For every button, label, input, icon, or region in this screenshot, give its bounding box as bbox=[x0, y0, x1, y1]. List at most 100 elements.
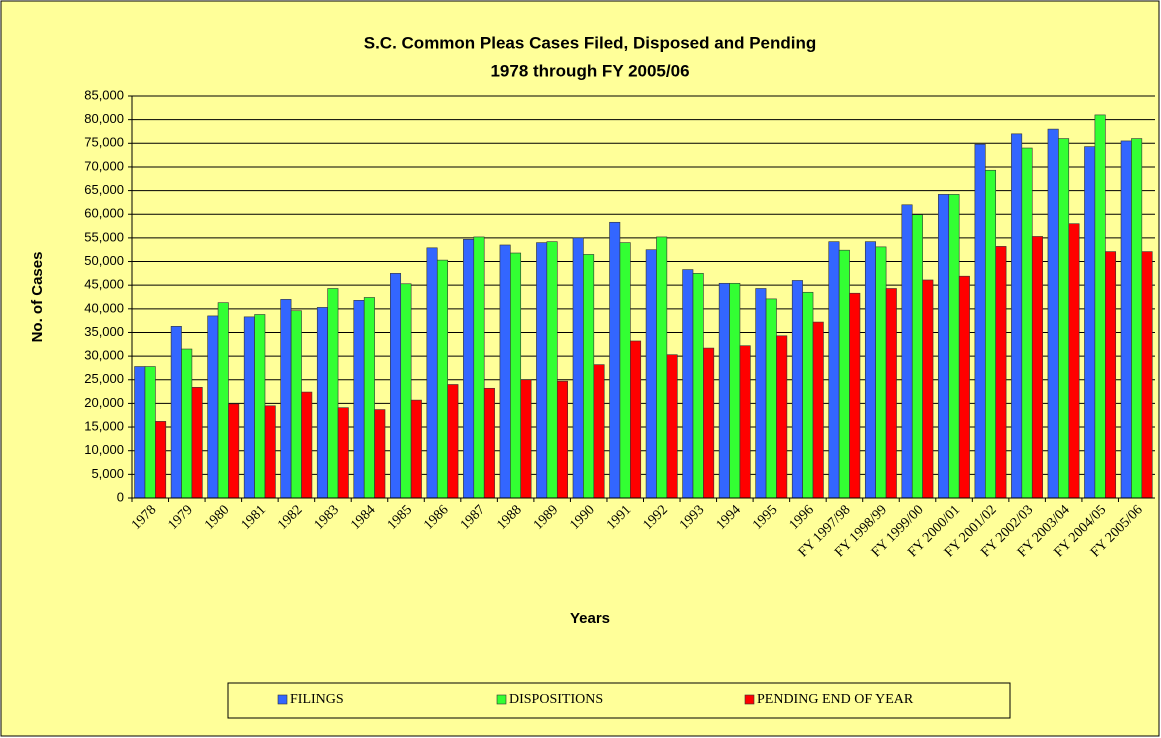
bar bbox=[1131, 138, 1143, 499]
bar bbox=[791, 280, 803, 499]
y-tick-label: 70,000 bbox=[84, 158, 124, 173]
bar bbox=[911, 214, 923, 499]
chart-title: S.C. Common Pleas Cases Filed, Disposed … bbox=[364, 33, 817, 52]
bar bbox=[327, 288, 339, 499]
bar bbox=[885, 288, 897, 499]
bar bbox=[254, 314, 266, 499]
bar bbox=[593, 364, 605, 499]
bar bbox=[473, 236, 485, 499]
bar bbox=[922, 279, 934, 499]
bar bbox=[875, 246, 887, 499]
bar bbox=[510, 252, 522, 499]
bar bbox=[301, 391, 313, 499]
bar bbox=[1084, 146, 1096, 499]
bar bbox=[1068, 223, 1080, 499]
y-tick-label: 10,000 bbox=[84, 442, 124, 457]
legend bbox=[227, 682, 1011, 719]
y-tick-label: 50,000 bbox=[84, 253, 124, 268]
bar bbox=[1031, 236, 1043, 499]
bar bbox=[755, 288, 767, 499]
bar bbox=[938, 194, 950, 499]
bar bbox=[1120, 140, 1132, 499]
legend-label: FILINGS bbox=[290, 692, 344, 707]
bar bbox=[353, 300, 365, 499]
bar bbox=[828, 241, 840, 499]
bar bbox=[363, 297, 375, 499]
bar bbox=[703, 347, 715, 499]
y-tick-label: 85,000 bbox=[84, 87, 124, 102]
bar bbox=[1105, 251, 1117, 499]
bar bbox=[181, 348, 193, 499]
bar bbox=[520, 379, 532, 499]
bar bbox=[556, 380, 568, 499]
bar bbox=[739, 345, 751, 499]
bar bbox=[390, 273, 402, 499]
bar bbox=[436, 259, 448, 499]
bar bbox=[426, 247, 438, 499]
bar bbox=[337, 407, 349, 499]
bar bbox=[170, 326, 182, 499]
bar bbox=[849, 292, 861, 499]
bar bbox=[666, 354, 678, 499]
bar bbox=[207, 315, 219, 499]
bar bbox=[609, 221, 621, 499]
legend-swatch bbox=[496, 694, 507, 705]
bar bbox=[374, 409, 386, 499]
y-tick-label: 75,000 bbox=[84, 135, 124, 150]
bar bbox=[692, 273, 704, 499]
bar bbox=[134, 366, 146, 499]
bar bbox=[400, 283, 412, 499]
bar bbox=[812, 321, 824, 499]
y-tick-label: 35,000 bbox=[84, 324, 124, 339]
bar bbox=[948, 194, 960, 499]
chart-subtitle: 1978 through FY 2005/06 bbox=[490, 61, 689, 80]
legend-label: DISPOSITIONS bbox=[509, 692, 603, 707]
bar bbox=[802, 291, 814, 499]
bar bbox=[1011, 133, 1023, 499]
bar bbox=[572, 237, 584, 499]
bar bbox=[984, 169, 997, 499]
y-tick-label: 40,000 bbox=[84, 300, 124, 315]
bar bbox=[463, 239, 475, 499]
bar bbox=[447, 384, 459, 499]
bar bbox=[765, 298, 777, 499]
bar bbox=[838, 249, 850, 499]
bar bbox=[995, 246, 1007, 499]
y-tick-label: 30,000 bbox=[84, 348, 124, 363]
y-tick-label: 15,000 bbox=[84, 418, 124, 433]
legend-label: PENDING END OF YEAR bbox=[757, 692, 914, 707]
bar bbox=[958, 275, 970, 499]
bar bbox=[1058, 138, 1070, 499]
bar bbox=[290, 310, 302, 499]
bar bbox=[583, 254, 595, 499]
bar bbox=[901, 204, 913, 499]
bar bbox=[483, 387, 495, 499]
y-axis-label: No. of Cases bbox=[29, 252, 46, 343]
y-tick-label: 5,000 bbox=[91, 466, 124, 481]
bar bbox=[1047, 128, 1059, 499]
bar bbox=[718, 282, 730, 499]
bar bbox=[1141, 251, 1153, 499]
y-tick-label: 25,000 bbox=[84, 371, 124, 386]
bar bbox=[1021, 147, 1033, 499]
bar bbox=[217, 302, 229, 499]
bar bbox=[630, 340, 642, 499]
bar bbox=[155, 421, 167, 499]
y-tick-label: 65,000 bbox=[84, 182, 124, 197]
bar bbox=[864, 241, 876, 499]
bar bbox=[546, 241, 558, 499]
bar bbox=[144, 366, 156, 499]
x-axis-label: Years bbox=[570, 610, 610, 627]
bar bbox=[619, 242, 631, 499]
bar bbox=[645, 249, 657, 499]
bar bbox=[682, 269, 694, 499]
bar bbox=[536, 242, 548, 499]
y-tick-label: 0 bbox=[117, 489, 124, 504]
legend-swatch bbox=[744, 694, 755, 705]
y-tick-label: 20,000 bbox=[84, 395, 124, 410]
y-tick-label: 80,000 bbox=[84, 111, 124, 126]
bar bbox=[191, 387, 203, 499]
bar bbox=[228, 403, 240, 499]
legend-swatch bbox=[277, 694, 288, 705]
